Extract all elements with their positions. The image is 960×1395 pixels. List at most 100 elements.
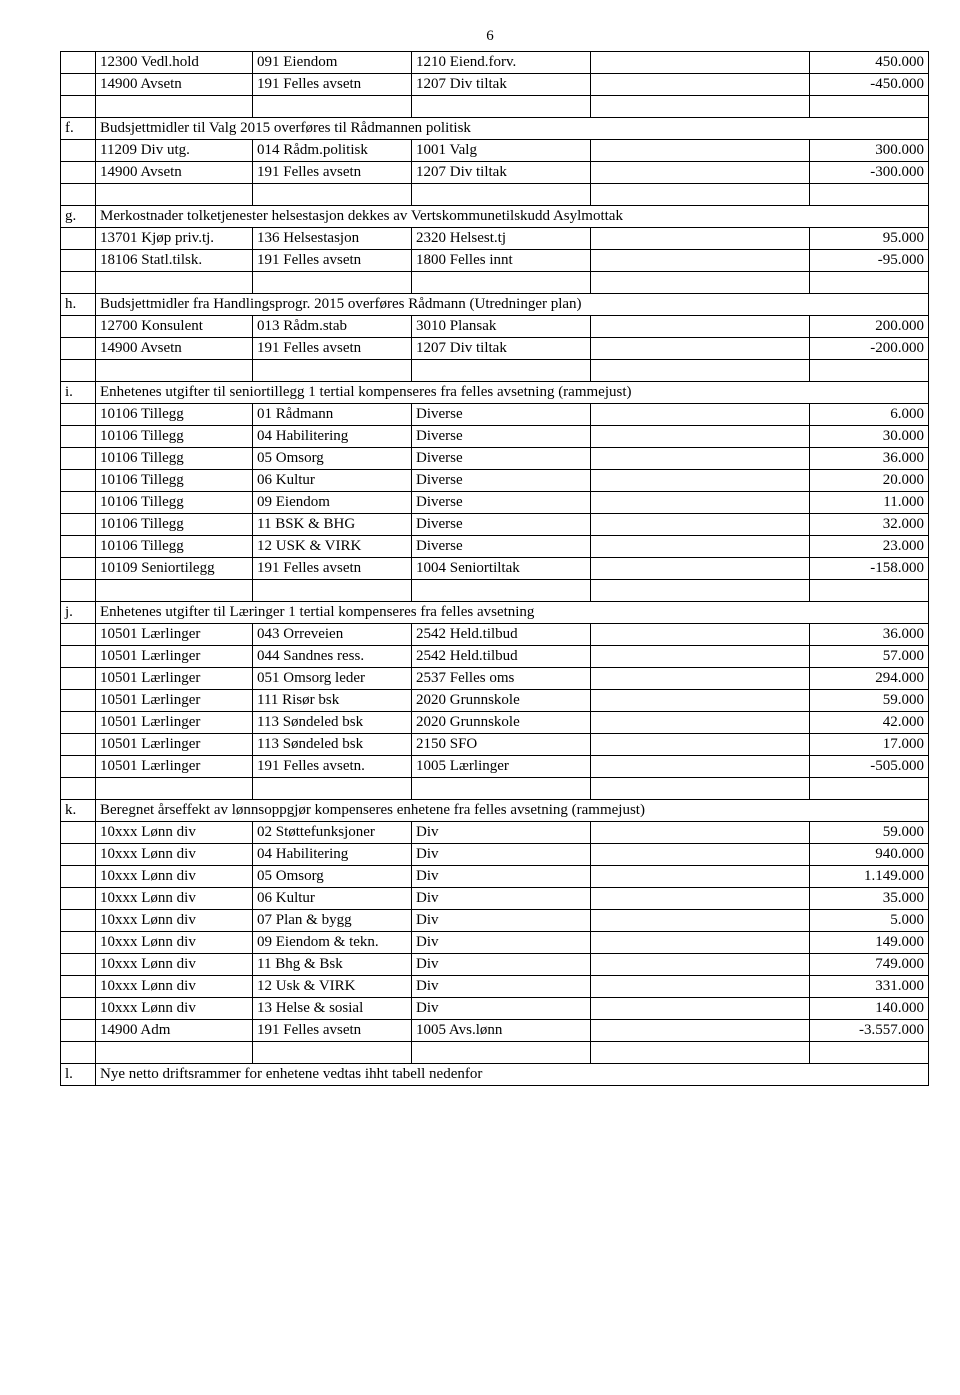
cell (61, 998, 96, 1020)
section-heading: Budsjettmidler fra Handlingsprogr. 2015 … (96, 294, 929, 316)
cell (591, 272, 810, 294)
cell: 1207 Div tiltak (412, 162, 591, 184)
cell (591, 96, 810, 118)
cell: 23.000 (810, 536, 929, 558)
cell (591, 690, 810, 712)
cell: 10501 Lærlinger (96, 734, 253, 756)
cell: 14900 Adm (96, 1020, 253, 1042)
row-letter: f. (61, 118, 96, 140)
cell (591, 162, 810, 184)
cell: 10501 Lærlinger (96, 690, 253, 712)
cell (591, 822, 810, 844)
cell (61, 140, 96, 162)
cell (591, 646, 810, 668)
cell (61, 338, 96, 360)
cell (591, 778, 810, 800)
cell (591, 998, 810, 1020)
cell (61, 536, 96, 558)
cell: 10106 Tillegg (96, 536, 253, 558)
cell: 13 Helse & sosial (253, 998, 412, 1020)
cell: Diverse (412, 536, 591, 558)
cell: 07 Plan & bygg (253, 910, 412, 932)
cell: 14900 Avsetn (96, 74, 253, 96)
cell (96, 580, 253, 602)
table-row: 14900 Avsetn191 Felles avsetn1207 Div ti… (61, 338, 929, 360)
cell (61, 228, 96, 250)
cell (591, 866, 810, 888)
table-row: 14900 Avsetn191 Felles avsetn1207 Div ti… (61, 162, 929, 184)
cell (253, 272, 412, 294)
cell: 940.000 (810, 844, 929, 866)
cell: 191 Felles avsetn. (253, 756, 412, 778)
cell (61, 162, 96, 184)
cell: 2537 Felles oms (412, 668, 591, 690)
cell: 10501 Lærlinger (96, 646, 253, 668)
cell (61, 712, 96, 734)
cell: 14900 Avsetn (96, 162, 253, 184)
cell: 10106 Tillegg (96, 470, 253, 492)
cell (591, 52, 810, 74)
cell: Div (412, 998, 591, 1020)
section-heading: Enhetenes utgifter til seniortillegg 1 t… (96, 382, 929, 404)
cell (591, 140, 810, 162)
cell (61, 866, 96, 888)
cell: Div (412, 976, 591, 998)
cell: Div (412, 844, 591, 866)
cell: 12 Usk & VIRK (253, 976, 412, 998)
table-row (61, 184, 929, 206)
cell (61, 888, 96, 910)
cell: 191 Felles avsetn (253, 338, 412, 360)
section-heading: Nye netto driftsrammer for enhetene vedt… (96, 1064, 929, 1086)
cell: 3010 Plansak (412, 316, 591, 338)
cell: Div (412, 822, 591, 844)
cell: 191 Felles avsetn (253, 162, 412, 184)
cell (61, 250, 96, 272)
cell: 05 Omsorg (253, 448, 412, 470)
cell: 5.000 (810, 910, 929, 932)
cell (61, 976, 96, 998)
cell (61, 580, 96, 602)
cell (96, 360, 253, 382)
cell: 191 Felles avsetn (253, 74, 412, 96)
cell (591, 734, 810, 756)
cell: 2542 Held.tilbud (412, 624, 591, 646)
cell: 06 Kultur (253, 888, 412, 910)
table-row: 10501 Lærlinger191 Felles avsetn.1005 Læ… (61, 756, 929, 778)
row-letter: h. (61, 294, 96, 316)
row-letter: k. (61, 800, 96, 822)
table-row (61, 1042, 929, 1064)
cell (61, 624, 96, 646)
table-row: 10106 Tillegg05 OmsorgDiverse36.000 (61, 448, 929, 470)
budget-table: 12300 Vedl.hold091 Eiendom1210 Eiend.for… (60, 51, 929, 1086)
row-letter: j. (61, 602, 96, 624)
cell (591, 844, 810, 866)
cell (591, 932, 810, 954)
table-row: 10106 Tillegg04 HabiliteringDiverse30.00… (61, 426, 929, 448)
page-number: 6 (60, 28, 920, 45)
row-letter: i. (61, 382, 96, 404)
table-row: 13701 Kjøp priv.tj.136 Helsestasjon2320 … (61, 228, 929, 250)
table-row: 10106 Tillegg06 KulturDiverse20.000 (61, 470, 929, 492)
cell (61, 96, 96, 118)
cell (96, 272, 253, 294)
cell: 043 Orreveien (253, 624, 412, 646)
cell: 11 BSK & BHG (253, 514, 412, 536)
cell (61, 514, 96, 536)
cell (61, 690, 96, 712)
cell: Div (412, 888, 591, 910)
cell: 051 Omsorg leder (253, 668, 412, 690)
table-row: 14900 Avsetn191 Felles avsetn1207 Div ti… (61, 74, 929, 96)
cell (591, 536, 810, 558)
cell: 35.000 (810, 888, 929, 910)
table-row: l.Nye netto driftsrammer for enhetene ve… (61, 1064, 929, 1086)
table-row: 10501 Lærlinger111 Risør bsk2020 Grunnsk… (61, 690, 929, 712)
cell (61, 426, 96, 448)
table-row: 10xxx Lønn div07 Plan & byggDiv5.000 (61, 910, 929, 932)
cell (412, 360, 591, 382)
cell: 1.149.000 (810, 866, 929, 888)
cell: 09 Eiendom (253, 492, 412, 514)
cell: 2020 Grunnskole (412, 690, 591, 712)
table-row: 10106 Tillegg01 RådmannDiverse6.000 (61, 404, 929, 426)
cell (591, 470, 810, 492)
cell: 10106 Tillegg (96, 514, 253, 536)
